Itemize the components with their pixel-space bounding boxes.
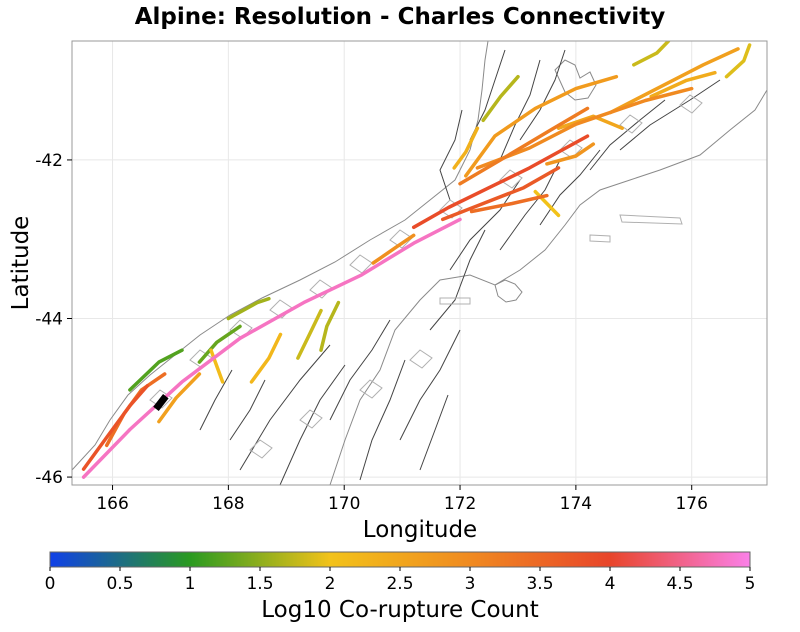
colorbar-tick-label: 4	[605, 574, 616, 594]
rupture-trace	[371, 233, 416, 265]
target-section-highlight	[153, 394, 169, 412]
colorbar-tick-label: 0	[45, 574, 56, 594]
x-tick-label: 172	[444, 494, 476, 514]
y-tick-label: -46	[35, 468, 63, 488]
map-background	[72, 41, 767, 485]
rupture-trace	[81, 384, 150, 471]
coastline-west	[72, 41, 489, 471]
colorbar-tick-label: 0.5	[106, 574, 133, 594]
coastline-east	[329, 89, 767, 485]
rupture-trace	[649, 70, 717, 99]
rupture-trace	[249, 332, 283, 384]
rupture-trace	[469, 193, 549, 214]
rupture-trace	[481, 74, 520, 123]
colorbar-tick-label: 1.5	[246, 574, 273, 594]
rupture-trace	[197, 324, 242, 364]
x-tick-label: 170	[328, 494, 360, 514]
colorbar-tick-label: 3	[465, 574, 476, 594]
rupture-trace	[411, 134, 590, 230]
x-tick-label: 174	[560, 494, 592, 514]
y-axis-label: Latitude	[8, 216, 34, 311]
rupture-trace	[157, 372, 202, 424]
rupture-trace	[458, 106, 590, 186]
colorbar-tick-label: 3.5	[526, 574, 553, 594]
rupture-trace	[464, 74, 619, 178]
x-tick-label: 166	[96, 494, 128, 514]
rupture-trace	[452, 126, 480, 170]
colorbar	[49, 551, 751, 568]
chart-title: Alpine: Resolution - Charles Connectivit…	[135, 4, 666, 30]
rupture-trace	[632, 41, 671, 67]
rupture-trace	[545, 142, 596, 166]
x-tick-label: 168	[212, 494, 244, 514]
fault-rupture-outlines	[149, 94, 703, 459]
rupture-trace	[319, 300, 341, 352]
marlborough-sounds	[554, 59, 597, 101]
colorbar-tick-label: 5	[745, 574, 756, 594]
rupture-traces	[81, 41, 752, 479]
rupture-trace	[128, 348, 184, 392]
gridlines	[72, 41, 767, 485]
colorbar-tick-label: 2.5	[386, 574, 413, 594]
x-axis-label: Longitude	[363, 517, 477, 543]
colorbar-tick-label: 4.5	[666, 574, 693, 594]
plot-frame	[71, 40, 768, 486]
banks-peninsula	[494, 279, 523, 303]
target-section	[153, 394, 169, 412]
colorbar-label: Log10 Co-rupture Count	[261, 597, 538, 623]
rupture-trace	[81, 217, 462, 479]
rupture-trace	[556, 114, 624, 130]
rupture-trace	[724, 43, 752, 79]
y-tick-label: -42	[35, 151, 63, 171]
rupture-trace	[209, 348, 225, 384]
y-axis-ticks: -42 -44 -46	[35, 151, 72, 488]
y-tick-label: -44	[35, 310, 63, 330]
x-tick-label: 176	[675, 494, 707, 514]
x-axis-ticks: 166 168 170 172 174 176	[96, 485, 708, 514]
rupture-trace	[226, 296, 271, 321]
colorbar-tick-label: 2	[325, 574, 336, 594]
rupture-trace	[608, 47, 740, 115]
rupture-trace	[440, 166, 561, 222]
colorbar-tick-label: 1	[185, 574, 196, 594]
rupture-trace	[296, 308, 323, 360]
colorbar-ticks: 0 0.5 1 1.5 2 2.5 3 3.5 4 4.5 5	[45, 567, 756, 594]
fault-trace-bg	[199, 49, 721, 485]
